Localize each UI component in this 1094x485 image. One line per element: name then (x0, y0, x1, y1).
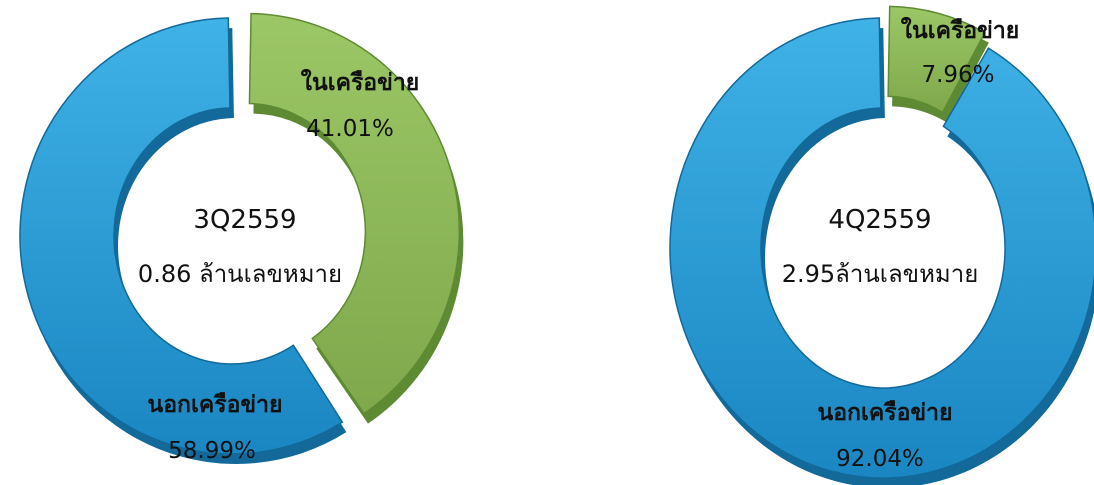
center-title: 3Q2559 (193, 205, 296, 235)
center-subtitle: 2.95ล้านเลขหมาย (782, 260, 979, 288)
slice-label-out-network: นอกเครือข่าย (818, 400, 953, 426)
slice-label-in-network: ในเครือข่าย (301, 68, 419, 96)
slice-out-network (669, 17, 1094, 479)
slice-label-out-network: นอกเครือข่าย (148, 392, 283, 418)
slice-label-in-network: ในเครือข่าย (901, 16, 1019, 44)
slices-layer (19, 12, 464, 464)
donut-chart-4q2559: 4Q2559 2.95ล้านเลขหมาย ในเครือข่าย 7.96%… (669, 5, 1094, 485)
slice-percent-out-network: 58.99% (168, 438, 256, 464)
slice-in-network (887, 5, 986, 114)
donut-chart-3q2559: 3Q2559 0.86 ล้านเลขหมาย ในเครือข่าย 41.0… (19, 12, 464, 464)
slice-percent-in-network: 7.96% (921, 62, 994, 88)
slice-in-network (248, 12, 461, 415)
slices-layer (669, 5, 1094, 485)
slice-percent-in-network: 41.01% (306, 116, 394, 142)
slice-percent-out-network: 92.04% (836, 446, 924, 472)
center-title: 4Q2559 (828, 205, 931, 235)
center-subtitle: 0.86 ล้านเลขหมาย (138, 260, 342, 288)
slice-out-network (19, 17, 344, 455)
